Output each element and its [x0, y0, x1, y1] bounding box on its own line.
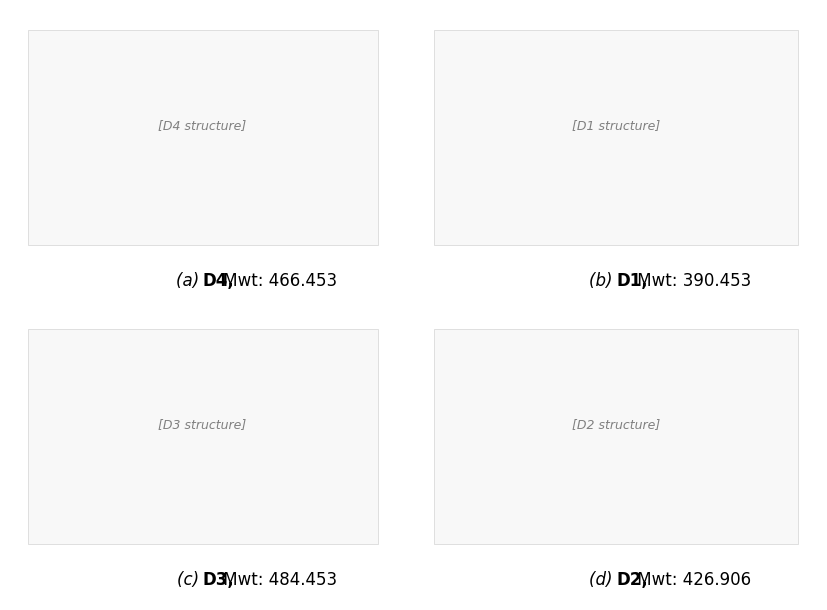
Text: D1,: D1, — [616, 272, 648, 290]
Text: D2,: D2, — [616, 571, 648, 589]
Text: D3,: D3, — [203, 571, 234, 589]
FancyBboxPatch shape — [27, 30, 377, 245]
Text: D4,: D4, — [203, 272, 234, 290]
Text: Mwt: 466.453: Mwt: 466.453 — [218, 272, 337, 290]
Text: (d): (d) — [590, 571, 616, 589]
Text: (a): (a) — [176, 272, 203, 290]
FancyBboxPatch shape — [27, 329, 377, 544]
FancyBboxPatch shape — [433, 329, 799, 544]
Text: Mwt: 426.906: Mwt: 426.906 — [632, 571, 751, 589]
Text: [D4 structure]: [D4 structure] — [159, 119, 246, 132]
Text: Mwt: 390.453: Mwt: 390.453 — [632, 272, 751, 290]
Text: [D1 structure]: [D1 structure] — [572, 119, 660, 132]
Text: [D3 structure]: [D3 structure] — [159, 418, 246, 431]
FancyBboxPatch shape — [433, 30, 799, 245]
Text: (b): (b) — [590, 272, 616, 290]
Text: [D2 structure]: [D2 structure] — [572, 418, 660, 431]
Text: (c): (c) — [177, 571, 203, 589]
Text: Mwt: 484.453: Mwt: 484.453 — [218, 571, 337, 589]
